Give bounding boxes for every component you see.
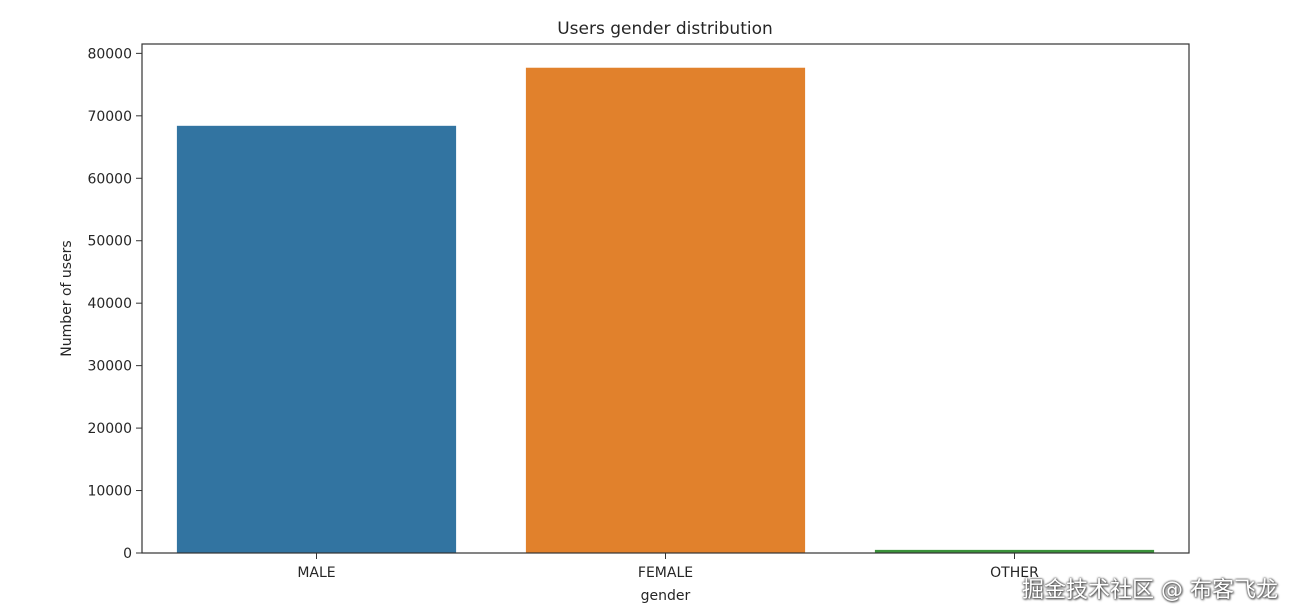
y-tick-label: 0 <box>123 546 132 562</box>
y-tick-label: 60000 <box>87 171 132 187</box>
bar-male <box>176 125 457 553</box>
y-axis-label: Number of users <box>59 240 75 356</box>
bar-female <box>525 67 806 553</box>
bars-group <box>176 67 1155 553</box>
plot-frame <box>141 43 1190 554</box>
x-tick-label-other: OTHER <box>990 565 1039 581</box>
y-tick-label: 20000 <box>87 421 132 437</box>
x-axis-label: gender <box>641 588 691 604</box>
x-tick-label-male: MALE <box>297 565 335 581</box>
y-tick-label: 70000 <box>87 109 132 125</box>
y-tick-label: 40000 <box>87 296 132 312</box>
y-tick-label: 30000 <box>87 359 132 375</box>
watermark: 掘金技术社区 @ 布客飞龙 <box>1022 578 1278 603</box>
x-tick-label-female: FEMALE <box>638 565 693 581</box>
y-axis-ticks: 0 10000 20000 30000 40000 50000 60000 70000 8000… <box>87 46 142 562</box>
bar-other <box>874 549 1155 553</box>
y-tick-label: 80000 <box>87 46 132 62</box>
x-axis-ticks: MALE FEMALE OTHER <box>297 553 1039 581</box>
chart-title: Users gender distribution <box>557 19 773 39</box>
y-tick-label: 50000 <box>87 234 132 250</box>
y-tick-label: 10000 <box>87 484 132 500</box>
